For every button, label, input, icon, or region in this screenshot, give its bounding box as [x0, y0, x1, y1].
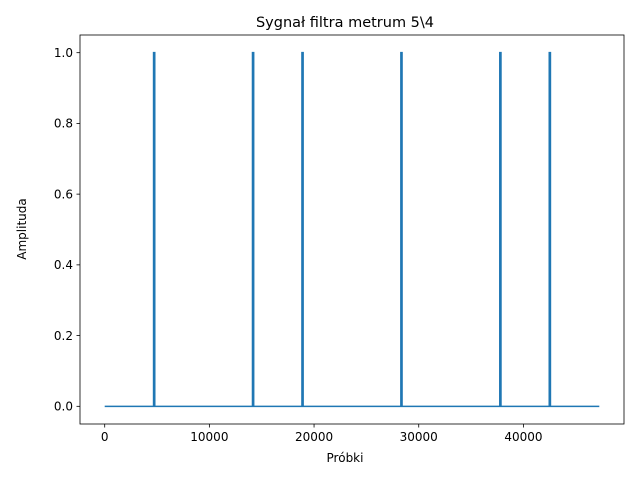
- axes-frame: [79, 34, 625, 425]
- x-tick-label: 10000: [190, 430, 228, 444]
- signal-line: [104, 51, 600, 408]
- x-axis-title: Próbki: [327, 451, 364, 465]
- y-tick-label: 0.6: [54, 187, 73, 201]
- y-tick-label: 0.4: [54, 258, 73, 272]
- y-tick-label: 1.0: [54, 46, 73, 60]
- x-tick-label: 0: [101, 430, 109, 444]
- y-tick-label: 0.8: [54, 117, 73, 131]
- plot-area: [104, 51, 600, 408]
- y-tick-label: 0.0: [54, 400, 73, 414]
- x-tick-label: 40000: [504, 430, 542, 444]
- x-tick-label: 30000: [400, 430, 438, 444]
- y-axis-title: Amplituda: [15, 198, 29, 259]
- chart-title: Sygnał filtra metrum 5\4: [256, 15, 434, 31]
- y-tick-label: 0.2: [54, 329, 73, 343]
- y-axis: 0.0 0.2 0.4 0.6 0.8 1.0: [54, 46, 80, 414]
- x-axis: 0 10000 20000 30000 40000: [101, 424, 543, 444]
- x-tick-label: 20000: [295, 430, 333, 444]
